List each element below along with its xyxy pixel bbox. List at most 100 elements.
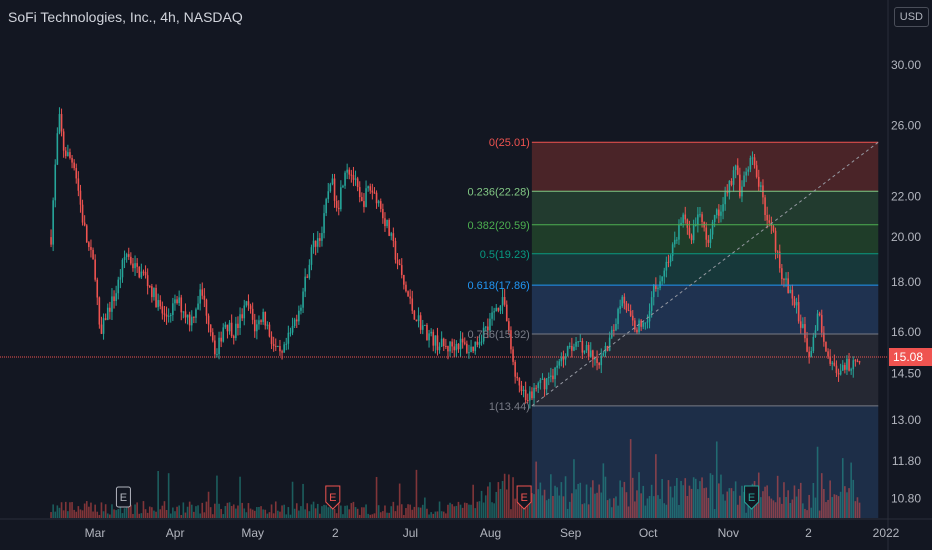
volume-bar: [619, 480, 621, 518]
candle-body: [676, 239, 678, 241]
volume-bar: [384, 505, 386, 518]
volume-bar: [186, 506, 189, 518]
candle-body: [251, 308, 254, 320]
candle-body: [451, 341, 453, 347]
volume-bar: [781, 503, 783, 518]
candle-body: [497, 307, 500, 311]
volume-bar: [411, 509, 414, 518]
candle-body: [298, 310, 300, 322]
earnings-marker-label: E: [520, 492, 527, 504]
candle-body: [575, 341, 577, 347]
volume-bar: [445, 513, 447, 518]
volume-bar: [715, 441, 718, 518]
fib-zone: [531, 333, 879, 406]
volume-bar: [468, 504, 470, 518]
volume-bar: [226, 502, 229, 518]
volume-bar: [199, 513, 201, 518]
candle-body: [711, 221, 714, 235]
candle-body: [596, 358, 598, 363]
earnings-marker[interactable]: [516, 485, 532, 510]
candle-body: [237, 323, 239, 329]
candle-body: [123, 257, 126, 260]
candle-body: [606, 345, 609, 351]
time-axis[interactable]: Mar Apr May 2 Jul Aug Sep Oct Nov 2 2022: [85, 526, 900, 540]
candle-body: [709, 234, 712, 243]
candle-body: [308, 264, 311, 278]
volume-bar: [201, 502, 204, 518]
candle-body: [827, 351, 829, 357]
candle-body: [850, 369, 852, 371]
fib-zone: [531, 285, 879, 334]
volume-bar: [508, 474, 510, 518]
candle-body: [176, 299, 178, 304]
volume-bar: [823, 488, 825, 518]
candle-body: [258, 320, 260, 325]
currency-button[interactable]: USD: [893, 7, 929, 27]
earnings-marker[interactable]: [744, 485, 760, 510]
earnings-marker[interactable]: [325, 485, 341, 510]
earnings-marker[interactable]: [115, 486, 131, 508]
candle-body: [333, 178, 336, 201]
candle-body: [270, 336, 273, 345]
candle-body: [831, 362, 834, 364]
volume-bar: [484, 495, 487, 518]
candle-body: [545, 378, 548, 390]
candle-body: [375, 192, 378, 204]
candle-body: [239, 314, 241, 329]
volume-bar: [300, 506, 302, 518]
candle-body: [388, 220, 390, 236]
volume-bar: [81, 510, 84, 518]
candle-body: [214, 340, 216, 355]
candle-body: [537, 383, 540, 388]
volume-bar: [778, 497, 781, 518]
candle-body: [778, 251, 781, 269]
volume-bar: [629, 439, 632, 518]
volume-bar: [592, 480, 594, 518]
volume-bar: [140, 513, 143, 518]
candle-body: [852, 360, 855, 370]
volume-bar: [232, 504, 235, 518]
candle-body: [413, 310, 416, 320]
candle-body: [816, 313, 819, 331]
volume-bar: [56, 505, 59, 518]
fib-trend-line[interactable]: [531, 141, 879, 407]
candle-body: [757, 176, 760, 187]
candle-body: [655, 285, 657, 289]
candle-body: [428, 333, 430, 341]
candle-body: [348, 169, 351, 175]
candle-body: [73, 162, 75, 169]
candle-body: [684, 214, 687, 220]
candle-body: [724, 192, 726, 205]
volume-bar: [69, 502, 71, 518]
volume-bar: [694, 478, 697, 518]
volume-bar: [783, 482, 785, 518]
candle-body: [688, 227, 691, 236]
candle-body: [211, 332, 214, 341]
volume-bar: [797, 488, 800, 518]
volume-bar: [180, 514, 183, 518]
candle-body: [220, 337, 222, 342]
volume-bar: [193, 511, 195, 518]
price-axis[interactable]: 30.00 26.00 22.00 20.00 18.00 16.00 14.50 13.00…: [889, 58, 932, 506]
volume-bar: [598, 484, 600, 518]
volume-bar: [98, 514, 101, 518]
candle-body: [846, 358, 848, 370]
candle-body: [289, 332, 292, 334]
candle-body: [102, 318, 105, 334]
candle-body: [340, 187, 342, 210]
candle-body: [300, 307, 302, 311]
volume-bar: [340, 505, 342, 518]
candle-body: [648, 310, 651, 322]
volume-bar: [321, 506, 323, 518]
candle-body: [808, 351, 810, 357]
candle-body: [493, 311, 495, 313]
candle-body: [495, 307, 498, 312]
volume-bar: [190, 504, 193, 518]
candle-body: [132, 263, 134, 269]
volume-bar: [743, 491, 745, 518]
volume-bar: [268, 512, 271, 518]
time-tick-label: Aug: [480, 526, 501, 540]
volume-bar: [736, 504, 739, 518]
candle-body: [306, 276, 309, 278]
